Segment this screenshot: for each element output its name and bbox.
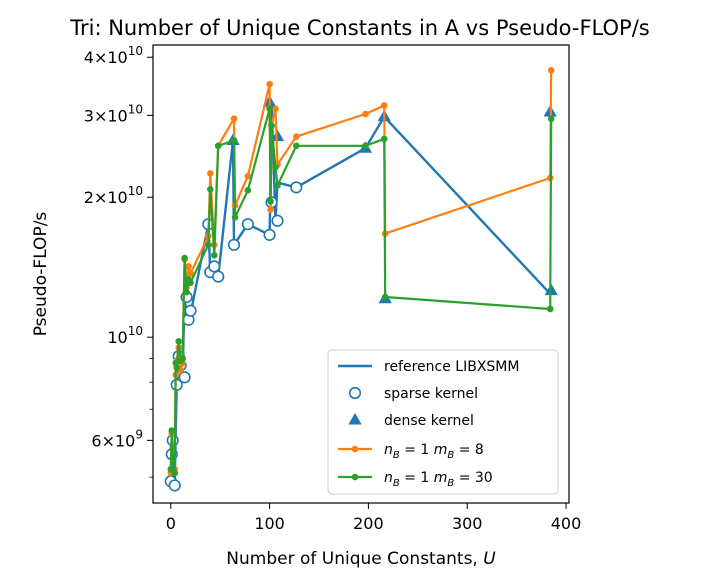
series-layer xyxy=(164,66,558,492)
sparse-kernel-marker xyxy=(184,304,197,317)
data-point xyxy=(547,66,555,74)
data-point xyxy=(362,110,369,118)
data-point xyxy=(183,288,190,296)
y-tick-label: 2×1010 xyxy=(84,184,143,207)
data-point xyxy=(230,137,238,144)
data-point xyxy=(244,186,252,194)
data-point xyxy=(292,142,300,150)
sparse-kernel-marker xyxy=(168,479,181,492)
x-tick-label: 300 xyxy=(452,514,483,533)
x-tick-label: 100 xyxy=(254,514,285,533)
x-tick-label: 400 xyxy=(551,514,582,533)
data-point xyxy=(272,163,279,171)
data-point xyxy=(380,102,388,109)
legend-swatch-dense xyxy=(348,413,362,425)
legend-label-reference: reference LIBXSMM xyxy=(384,359,519,375)
data-point xyxy=(380,135,388,143)
axis-ticks: 0 100 200 300 400 6×109 1010 2×1010 3×1010 4×1010 xyxy=(84,44,582,533)
data-point xyxy=(181,254,188,262)
data-point xyxy=(171,469,179,477)
legend: reference LIBXSMM sparse kernel dense kern… xyxy=(327,349,559,495)
y-tick-label: 1010 xyxy=(107,324,143,347)
legend-label-sparse: sparse kernel xyxy=(384,386,478,402)
data-point xyxy=(168,427,176,434)
legend-swatch-sparse xyxy=(348,386,362,400)
data-point xyxy=(187,279,194,286)
data-point xyxy=(362,142,369,150)
data-point xyxy=(179,355,186,362)
data-point xyxy=(274,182,281,189)
data-point xyxy=(244,172,252,180)
data-point xyxy=(205,241,212,249)
data-point xyxy=(175,337,182,345)
sparse-kernel-marker xyxy=(241,218,254,231)
y-tick-label: 4×1010 xyxy=(84,44,143,67)
chart-title: Tri: Number of Unique Constants in A vs … xyxy=(69,16,649,40)
data-point xyxy=(207,170,214,177)
x-tick-label: 200 xyxy=(353,514,384,533)
data-point xyxy=(230,115,238,123)
data-point xyxy=(185,263,192,270)
x-tick-label: 0 xyxy=(166,514,176,533)
sparse-kernel-marker xyxy=(208,260,221,273)
data-point xyxy=(231,214,239,221)
data-point xyxy=(546,305,554,313)
data-point xyxy=(266,80,273,88)
y-tick-label: 3×1010 xyxy=(84,102,143,125)
data-point xyxy=(267,206,274,214)
data-point xyxy=(547,115,555,123)
data-point xyxy=(210,252,218,259)
x-axis-label: Number of Unique Constants, U xyxy=(226,549,496,569)
legend-swatch-dot xyxy=(351,445,359,453)
data-point xyxy=(381,293,389,301)
legend-label-nb1-mb8: nB = 1 mB = 8 xyxy=(384,442,484,461)
legend-label-nb1-mb30: nB = 1 mB = 30 xyxy=(384,470,493,489)
data-point xyxy=(173,364,181,371)
legend-box xyxy=(327,349,559,495)
y-tick-label: 6×109 xyxy=(91,427,143,450)
data-point xyxy=(169,454,177,462)
data-point xyxy=(266,105,273,113)
data-point xyxy=(267,198,274,205)
data-point xyxy=(272,105,279,113)
legend-swatch-dot xyxy=(351,473,359,481)
data-point xyxy=(187,270,194,277)
sparse-kernel-marker xyxy=(263,228,276,241)
y-axis-label: Pseudo-FLOP/s xyxy=(31,212,51,337)
data-point xyxy=(268,122,275,129)
sparse-kernel-marker xyxy=(290,181,303,194)
sparse-kernel-marker xyxy=(178,371,191,384)
plot-area xyxy=(152,44,570,504)
sparse-kernel-marker xyxy=(227,238,241,251)
plot-frame xyxy=(152,44,570,504)
data-point xyxy=(214,142,222,150)
data-point xyxy=(207,186,214,193)
sparse-kernel-marker xyxy=(271,214,284,227)
sparse-kernel-marker xyxy=(212,270,225,283)
legend-label-dense: dense kernel xyxy=(384,413,474,429)
data-point xyxy=(292,133,300,140)
